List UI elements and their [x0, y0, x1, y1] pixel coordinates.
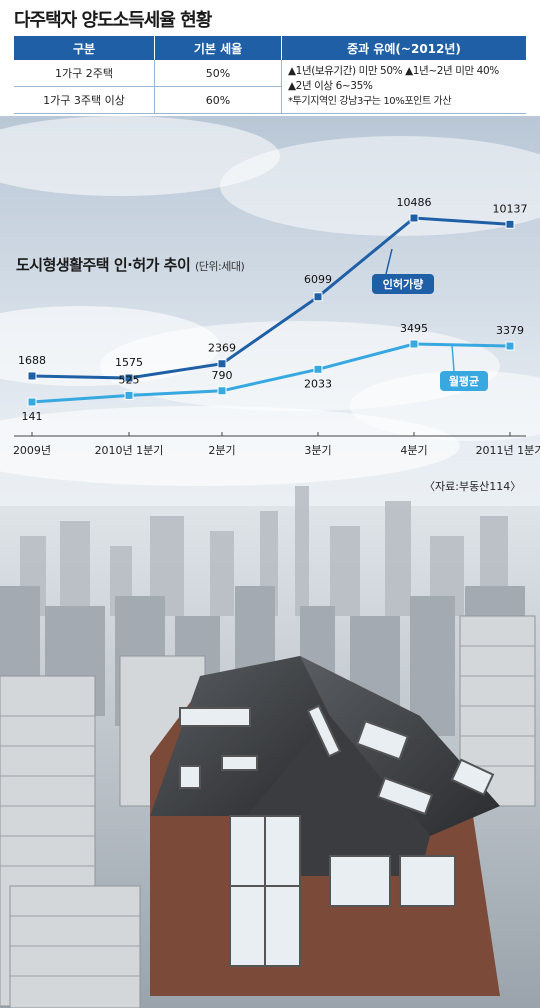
grace-notes: ▲1년(보유기간) 미만 50% ▲1년~2년 미만 40% ▲2년 이상 6~…	[281, 60, 526, 114]
data-point	[27, 397, 37, 407]
data-label: 10486	[397, 196, 432, 209]
data-point	[313, 364, 323, 374]
chart-title-text: 도시형생활주택 인·허가 추이	[16, 256, 191, 274]
table-header-row: 구분 기본 세율 중과 유예(~2012년)	[14, 36, 526, 60]
data-label: 790	[212, 369, 233, 382]
x-tick-label: 2010년 1분기	[95, 444, 164, 457]
data-label: 6099	[304, 273, 332, 286]
x-tick-label: 3분기	[304, 444, 331, 457]
row-rate: 60%	[154, 86, 282, 114]
data-point	[505, 219, 515, 229]
data-point	[313, 292, 323, 302]
x-tick-label: 2분기	[208, 444, 235, 457]
data-point	[217, 386, 227, 396]
data-point	[124, 373, 134, 383]
data-label: 141	[22, 410, 43, 423]
grace-note-1: ▲1년(보유기간) 미만 50% ▲1년~2년 미만 40%	[288, 65, 499, 77]
data-label: 10137	[493, 202, 528, 215]
legend-tag	[372, 274, 434, 294]
legend-label: 인허가량	[383, 277, 423, 291]
tax-table-title: 다주택자 양도소득세율 현황	[14, 10, 212, 31]
data-label: 1688	[18, 354, 46, 367]
col-header-base-rate: 기본 세율	[154, 36, 282, 60]
x-tick-label: 2011년 1분기	[476, 444, 540, 457]
data-point	[409, 213, 419, 223]
series-line-1	[31, 342, 511, 404]
legend-leader	[385, 248, 393, 275]
chart-title: 도시형생활주택 인·허가 추이 (단위:세대)	[16, 254, 245, 275]
data-label: 2369	[208, 342, 236, 355]
grace-note-3: *투기지역인 강남3구는 10%포인트 가산	[288, 96, 452, 107]
x-tick-label: 4분기	[400, 444, 427, 457]
data-point	[27, 371, 37, 381]
legend-leader	[451, 344, 455, 372]
legend-label: 월평균	[449, 374, 479, 388]
source-label: 〈자료:부동산114〉	[424, 480, 522, 493]
data-point	[409, 339, 419, 349]
data-point	[505, 341, 515, 351]
chart-unit: (단위:세대)	[194, 260, 245, 273]
data-label: 1575	[115, 356, 143, 369]
grace-note-2: ▲2년 이상 6~35%	[288, 80, 373, 92]
table-row: 1가구 2주택 50% ▲1년(보유기간) 미만 50% ▲1년~2년 미만 4…	[14, 60, 526, 114]
row-category: 1가구 3주택 이상	[14, 86, 155, 114]
x-tick-label: 2009년	[13, 444, 51, 457]
table-row: 1가구 3주택 이상 60%	[14, 86, 526, 114]
data-point	[124, 390, 134, 400]
col-header-grace: 중과 유예(~2012년)	[281, 36, 526, 60]
legend-tag	[440, 371, 488, 391]
line-chart: 2009년 2010년 1분기 2분기 3분기 4분기 2011년 1분기 1688 1575…	[13, 196, 540, 457]
city-photo-background	[0, 116, 540, 1008]
data-point	[217, 359, 227, 369]
data-label: 3379	[496, 324, 524, 337]
data-label: 3495	[400, 322, 428, 335]
series-line-0	[31, 216, 511, 380]
col-header-category: 구분	[14, 36, 155, 60]
data-label: 2033	[304, 377, 332, 390]
data-label: 525	[119, 373, 140, 386]
tax-rate-table: 구분 기본 세율 중과 유예(~2012년) 1가구 2주택 50% ▲1년(보…	[14, 36, 526, 114]
row-category: 1가구 2주택	[14, 60, 155, 87]
row-rate: 50%	[154, 60, 282, 87]
